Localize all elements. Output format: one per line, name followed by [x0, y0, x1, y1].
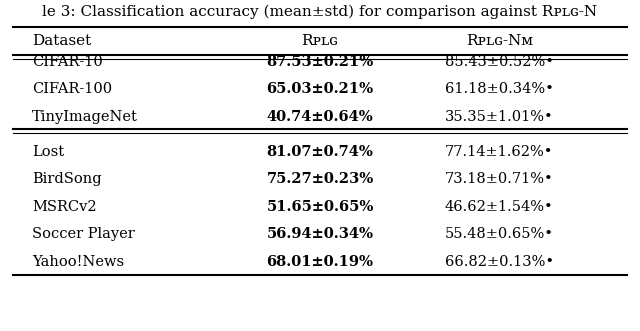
- Text: 51.65±0.65%: 51.65±0.65%: [266, 200, 374, 213]
- Text: le 3: Classification accuracy (mean±std) for comparison against Rᴘʟɢ-N: le 3: Classification accuracy (mean±std)…: [42, 5, 598, 19]
- Text: 55.48±0.65%•: 55.48±0.65%•: [445, 227, 554, 241]
- Text: 35.35±1.01%•: 35.35±1.01%•: [445, 110, 554, 124]
- Text: CIFAR-100: CIFAR-100: [32, 82, 112, 96]
- Text: Rᴘʟɢ: Rᴘʟɢ: [301, 34, 339, 48]
- Text: 61.18±0.34%•: 61.18±0.34%•: [445, 82, 554, 96]
- Text: 68.01±0.19%: 68.01±0.19%: [266, 255, 374, 268]
- Text: CIFAR-10: CIFAR-10: [32, 55, 103, 69]
- Text: 73.18±0.71%•: 73.18±0.71%•: [445, 172, 554, 186]
- Text: Dataset: Dataset: [32, 34, 92, 48]
- Text: Lost: Lost: [32, 145, 64, 159]
- Text: BirdSong: BirdSong: [32, 172, 102, 186]
- Text: 46.62±1.54%•: 46.62±1.54%•: [445, 200, 554, 213]
- Text: 56.94±0.34%: 56.94±0.34%: [266, 227, 374, 241]
- Text: Rᴘʟɢ-Nᴍ: Rᴘʟɢ-Nᴍ: [466, 34, 532, 48]
- Text: 77.14±1.62%•: 77.14±1.62%•: [445, 145, 554, 159]
- Text: 66.82±0.13%•: 66.82±0.13%•: [445, 255, 554, 268]
- Text: 87.53±0.21%: 87.53±0.21%: [266, 55, 374, 69]
- Text: TinyImageNet: TinyImageNet: [32, 110, 138, 124]
- Text: Soccer Player: Soccer Player: [32, 227, 135, 241]
- Text: MSRCv2: MSRCv2: [32, 200, 97, 213]
- Text: 75.27±0.23%: 75.27±0.23%: [266, 172, 374, 186]
- Text: 85.43±0.52%•: 85.43±0.52%•: [445, 55, 554, 69]
- Text: 81.07±0.74%: 81.07±0.74%: [267, 145, 373, 159]
- Text: Yahoo!News: Yahoo!News: [32, 255, 124, 268]
- Text: 65.03±0.21%: 65.03±0.21%: [266, 82, 374, 96]
- Text: 40.74±0.64%: 40.74±0.64%: [267, 110, 373, 124]
